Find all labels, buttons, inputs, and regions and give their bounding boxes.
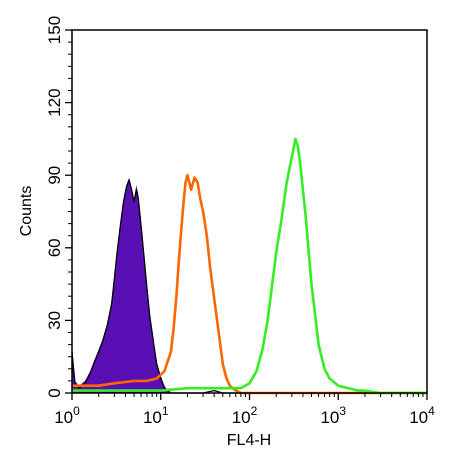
- y-tick-label: 90: [45, 166, 64, 185]
- y-tick-label: 120: [45, 88, 64, 116]
- y-axis-label: Counts: [18, 186, 35, 237]
- histogram-series-4-line: [72, 137, 427, 395]
- histogram-series-1-fill: [72, 177, 174, 393]
- x-tick-label: 102: [232, 404, 258, 427]
- x-tick-label: 100: [54, 404, 80, 427]
- x-axis-label: FL4-H: [227, 432, 271, 449]
- histogram-series-2-line: [71, 179, 427, 394]
- axis-ticks: 100 101 102 103 104 0 30 60 90 120 150: [45, 16, 435, 427]
- y-tick-label: 150: [45, 16, 64, 44]
- plot-area: [71, 137, 427, 395]
- y-tick-label: 0: [45, 388, 64, 397]
- x-tick-label: 101: [143, 404, 169, 427]
- histogram-series-3-line: [72, 173, 427, 395]
- y-tick-label: 30: [45, 311, 64, 330]
- y-tick-label: 60: [45, 238, 64, 257]
- x-tick-label: 103: [320, 404, 346, 427]
- x-tick-label: 104: [409, 404, 435, 427]
